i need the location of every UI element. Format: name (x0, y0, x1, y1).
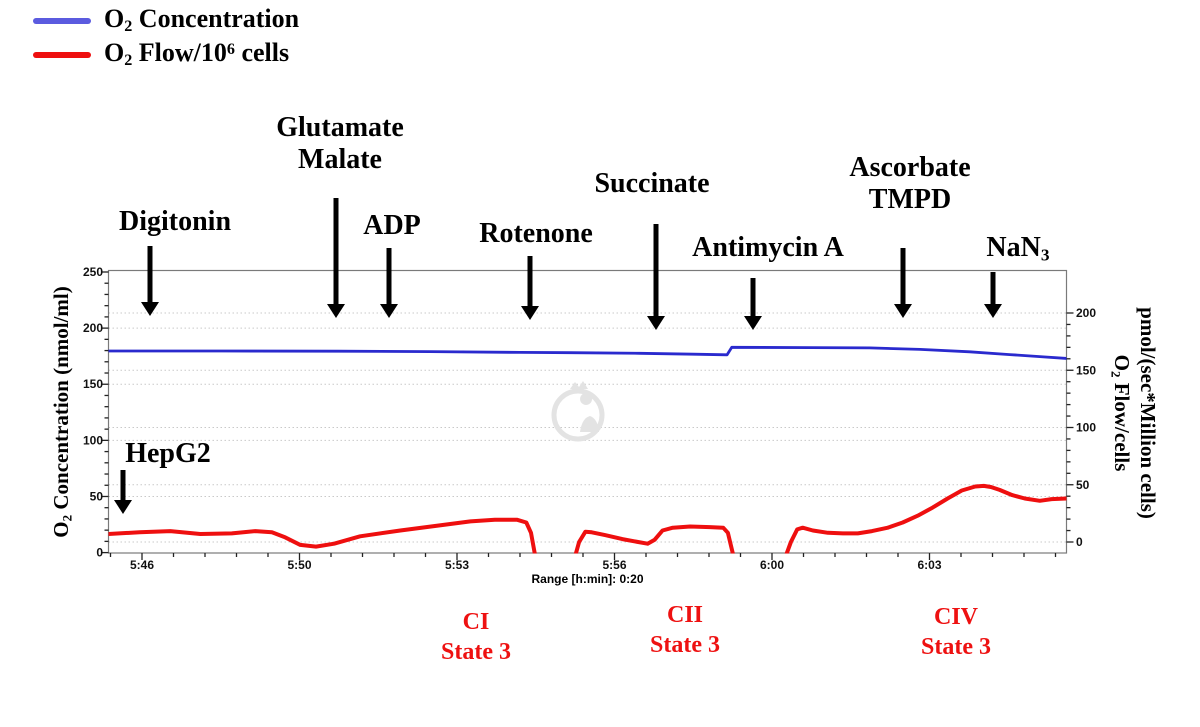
adp-label: ADP (363, 210, 421, 241)
succinate-label: Succinate (594, 168, 710, 199)
o2-flow-curve (108, 483, 1067, 554)
adp-arrow (380, 248, 398, 318)
succinate-arrow (647, 224, 665, 330)
antimycin-a-arrow (744, 278, 762, 330)
ci-state3-label: CI State 3 (441, 609, 511, 665)
hepg2-arrow (114, 470, 132, 514)
left-axis-tick-label: 150 (83, 377, 103, 391)
x-axis-tick-label: 6:00 (760, 558, 784, 572)
antimycin-a-label: Antimycin A (692, 232, 844, 263)
nan3-arrow (984, 272, 1002, 318)
rotenone-arrow (521, 256, 539, 320)
x-axis-tick-label: 5:56 (602, 558, 626, 572)
hepg2-label: HepG2 (125, 438, 211, 469)
right-axis-title-quantity: O2 Flow/cells (1108, 354, 1134, 472)
red-line-swatch (33, 51, 91, 58)
watermark-logo (551, 381, 605, 442)
x-axis-tick-label: 5:50 (287, 558, 311, 572)
left-axis-tick-label: 50 (90, 489, 104, 503)
x-axis-range-label: Range [h:min]: 0:20 (531, 572, 644, 586)
left-axis-tick-label: 100 (83, 433, 103, 447)
digitonin-label: Digitonin (118, 206, 232, 237)
right-axis-tick-label: 150 (1076, 363, 1096, 377)
left-axis-tick-label: 0 (96, 546, 103, 560)
right-axis-tick-label: 100 (1076, 421, 1096, 435)
right-axis-tick-label: 0 (1076, 535, 1083, 549)
legend-item-o2-concentration: O2 Concentration (33, 6, 299, 35)
x-axis-tick-label: 6:03 (917, 558, 941, 572)
o2-concentration-curve (108, 345, 1067, 360)
right-axis-title-units: pmol/(sec*Million cells) (1135, 307, 1160, 519)
blue-line-swatch (33, 17, 91, 24)
x-axis-tick-label: 5:46 (130, 558, 154, 572)
left-axis-tick-label: 250 (83, 265, 103, 279)
left-axis-title: O2 Concentration (nmol/ml) (49, 286, 75, 538)
legend-item-o2-flow: O2 Flow/106 cells (33, 40, 289, 69)
cii-state3-label: CII State 3 (650, 602, 720, 658)
rotenone-label: Rotenone (479, 218, 593, 249)
glutamate-malate-arrow (327, 198, 345, 318)
nan3-label: NaN3 (986, 232, 1050, 265)
plot-border (107, 269, 1068, 554)
digitonin-arrow (141, 246, 159, 316)
left-axis-tick-label: 200 (83, 321, 103, 335)
legend-label-o2-flow: O2 Flow/106 cells (104, 38, 290, 70)
glutamate-malate-label: Glutamate Malate (276, 112, 404, 176)
right-axis-title: pmol/(sec*Million cells) O2 Flow/cells (1107, 307, 1161, 519)
ascorbate-tmpd-label: Ascorbate TMPD (849, 152, 971, 216)
right-axis-tick-label: 200 (1076, 306, 1096, 320)
ascorbate-tmpd-arrow (894, 248, 912, 318)
x-axis-tick-label: 5:53 (445, 558, 469, 572)
civ-state3-label: CIV State 3 (921, 604, 991, 660)
legend-label-o2-concentration: O2 Concentration (104, 4, 300, 36)
right-axis-tick-label: 50 (1076, 478, 1090, 492)
